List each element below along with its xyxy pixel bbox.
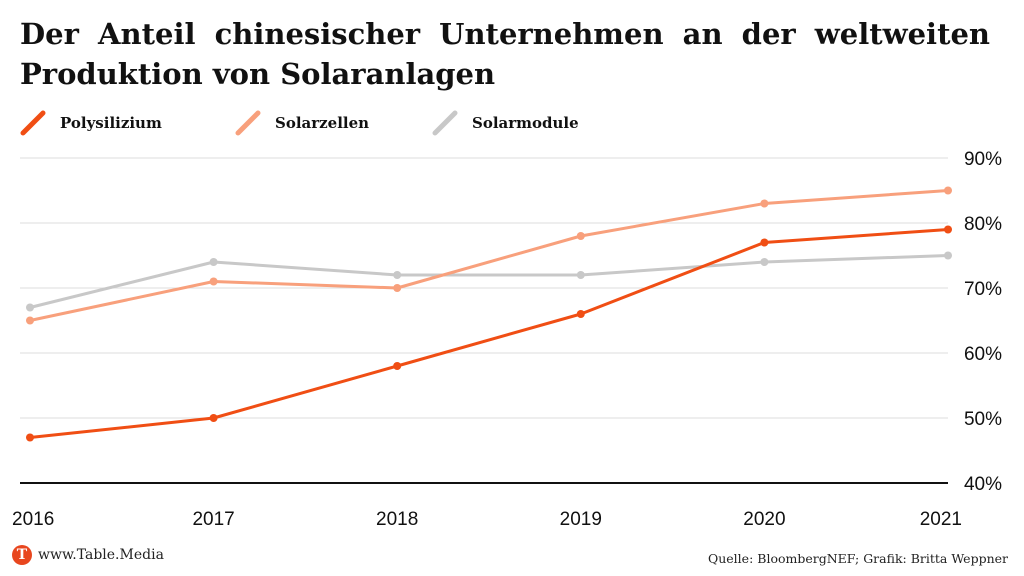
legend-line-solarmodule [432, 110, 458, 136]
series-polysilizium [26, 225, 952, 442]
legend-swatch-solarmodule [432, 110, 458, 136]
source-note: Quelle: BloombergNEF; Grafik: Britta Wep… [707, 551, 1008, 566]
data-point-solarzellen [26, 316, 34, 325]
data-point-solarmodule [393, 271, 402, 279]
data-point-polysilizium [209, 414, 218, 422]
x-tick-label: 2020 [743, 509, 785, 530]
legend-item-solarzellen: Solarzellen [235, 108, 369, 138]
data-point-polysilizium [393, 362, 402, 370]
table-media-logo-icon: T [12, 545, 32, 565]
x-tick-label: 2016 [12, 509, 54, 530]
gridlines [20, 157, 948, 484]
y-tick-label: 70% [964, 279, 1002, 300]
legend-item-polysilizium: Polysilizium [20, 108, 162, 138]
y-tick-label: 60% [964, 344, 1002, 365]
y-tick-label: 80% [964, 214, 1002, 235]
series-solarmodule [26, 251, 952, 312]
x-axis-ticks: 2016 2017 2018 2019 2020 2021 [12, 509, 962, 530]
y-tick-label: 40% [964, 474, 1002, 495]
data-point-solarzellen [209, 277, 218, 286]
series-line-solarzellen [28, 189, 950, 322]
legend-item-solarmodule: Solarmodule [432, 108, 579, 138]
legend-swatch-polysilizium [20, 110, 46, 136]
series-line-solarmodule [28, 254, 950, 309]
legend-line-solarzellen [235, 110, 261, 136]
x-tick-label: 2019 [560, 509, 602, 530]
data-point-solarmodule [760, 258, 769, 266]
chart-title: Der Anteil chinesischer Unternehmen an d… [20, 17, 990, 91]
data-point-polysilizium [576, 310, 585, 318]
data-point-solarmodule [576, 271, 585, 279]
table-media-logo[interactable]: T www.Table.Media [12, 545, 164, 565]
table-media-link[interactable]: www.Table.Media [38, 547, 164, 563]
data-point-solarmodule [944, 251, 952, 260]
x-tick-label: 2018 [376, 509, 418, 530]
legend-label-solarmodule: Solarmodule [472, 114, 579, 132]
data-point-polysilizium [760, 238, 769, 247]
series-solarzellen [26, 186, 952, 325]
y-axis-ticks: 40% 50% 60% 70% 80% 90% [964, 149, 1002, 495]
legend: Polysilizium Solarzellen Solarmodule [20, 108, 720, 138]
data-point-solarzellen [393, 284, 402, 292]
x-tick-label: 2017 [192, 509, 234, 530]
y-tick-label: 90% [964, 149, 1002, 170]
x-tick-label: 2021 [920, 509, 962, 530]
legend-label-solarzellen: Solarzellen [275, 114, 370, 132]
data-point-solarmodule [209, 258, 218, 266]
data-point-solarzellen [944, 186, 952, 195]
data-point-polysilizium [26, 433, 34, 442]
data-point-polysilizium [944, 225, 952, 234]
legend-line-polysilizium [20, 110, 46, 136]
data-point-solarmodule [26, 303, 34, 312]
series-line-polysilizium [28, 228, 950, 439]
series-lines [26, 186, 952, 442]
legend-label-polysilizium: Polysilizium [60, 114, 162, 132]
data-point-solarzellen [576, 232, 585, 240]
legend-swatch-solarzellen [235, 110, 261, 136]
data-point-solarzellen [760, 199, 769, 208]
y-tick-label: 50% [964, 409, 1002, 430]
